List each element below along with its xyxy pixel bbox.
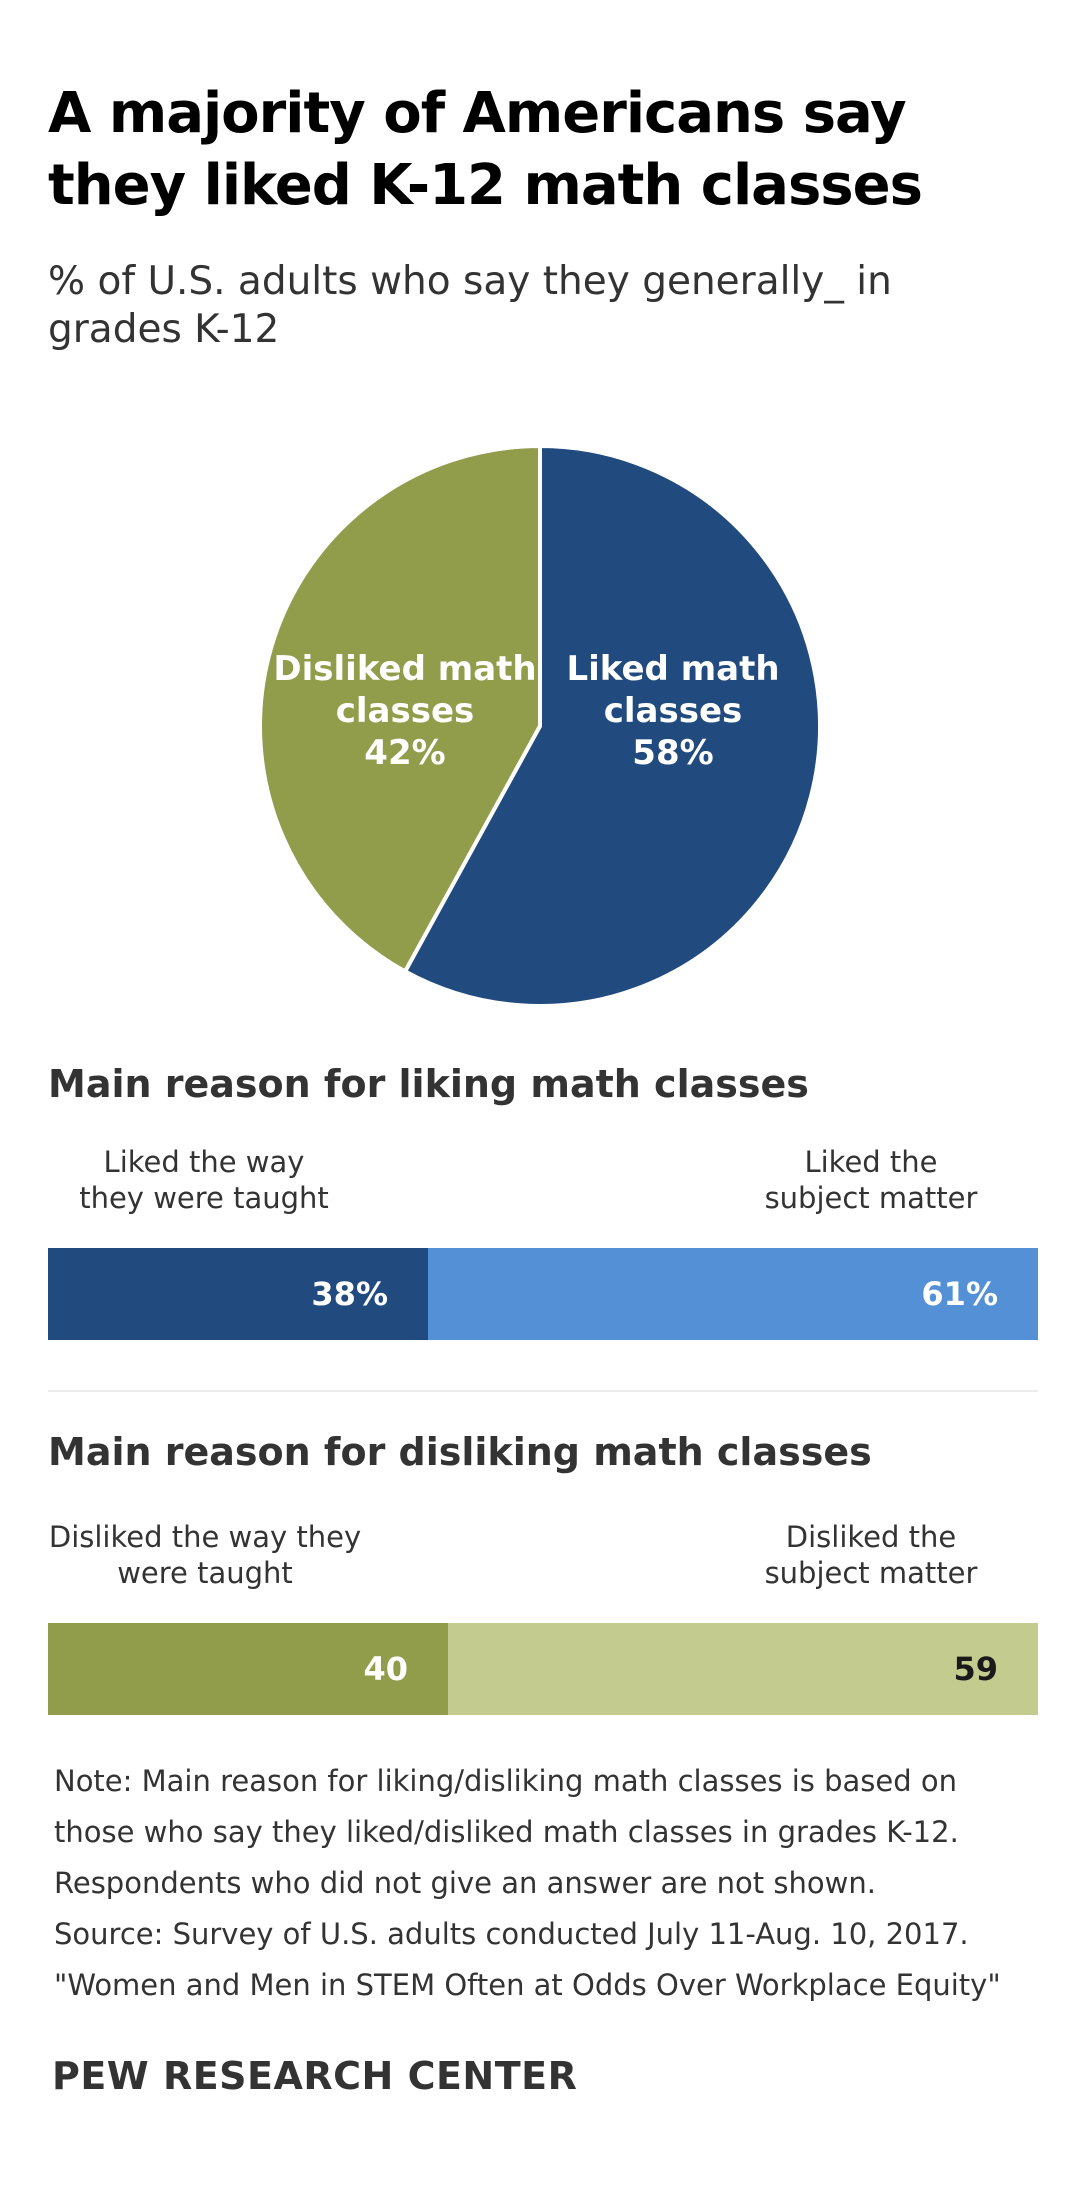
bar-segment: 38%: [48, 1248, 428, 1340]
bar-segment: 40: [48, 1623, 448, 1715]
pie-slice-label-line: 42%: [364, 733, 445, 773]
pie-slice: [258, 444, 542, 974]
report-title-line: "Women and Men in STEM Often at Odds Ove…: [54, 1968, 1001, 2002]
disliking-bar-label-taught-line-1: Disliked the way they: [48, 1520, 362, 1554]
pie-chart: Liked math classes 58%Disliked math classes…: [258, 444, 822, 1008]
pie-slice-label: Liked math classes 58%: [566, 649, 779, 773]
source-line: Source: Survey of U.S. adults conducted …: [54, 1917, 969, 1951]
liking-section-title: Main reason for liking math classes: [48, 1062, 809, 1106]
pie-slice-label-line: Liked math: [566, 649, 779, 689]
pew-research-logo: PEW RESEARCH CENTER: [52, 2054, 578, 2098]
pie-slice: [403, 444, 822, 1008]
chart-note: Note: Main reason for liking/disliking m…: [54, 1756, 1044, 2011]
pie-slice-label-line: classes: [604, 691, 743, 731]
disliking-bar-label-taught-line-2: were taught: [117, 1556, 293, 1590]
chart-subtitle: % of U.S. adults who say they generally_…: [48, 259, 892, 352]
liking-bar-label-taught-line-2: they were taught: [79, 1181, 329, 1215]
note-line: Respondents who did not give an answer a…: [54, 1866, 876, 1900]
bar-value-label: 61%: [921, 1275, 998, 1313]
disliking-stacked-bar: 40 59: [48, 1623, 1038, 1715]
section-divider: [48, 1390, 1038, 1392]
pie-slice-label-line: 58%: [632, 733, 713, 773]
liking-bar-label-taught: Liked the way they were taught: [46, 1144, 362, 1216]
disliking-bar-label-subject: Disliked the subject matter: [746, 1519, 996, 1591]
liking-bar-label-taught-line-1: Liked the way: [103, 1145, 305, 1179]
pie-slice-label-line: Disliked math: [273, 649, 536, 689]
disliking-bar-label-subject-line-1: Disliked the: [785, 1520, 957, 1554]
note-line: Note: Main reason for liking/disliking m…: [54, 1764, 958, 1798]
liking-bar-label-subject-line-2: subject matter: [764, 1181, 978, 1215]
bar-segment: 59: [448, 1623, 1038, 1715]
liking-stacked-bar: 38% 61%: [48, 1248, 1038, 1340]
liking-bar-label-subject: Liked the subject matter: [746, 1144, 996, 1216]
bar-value-label: 59: [953, 1650, 998, 1688]
disliking-section-title: Main reason for disliking math classes: [48, 1430, 872, 1474]
bar-segment: 61%: [428, 1248, 1038, 1340]
bar-value-label: 38%: [311, 1275, 388, 1313]
disliking-bar-label-subject-line-2: subject matter: [764, 1556, 978, 1590]
bar-value-label: 40: [363, 1650, 408, 1688]
pie-slice-label: Disliked math classes 42%: [273, 649, 536, 773]
liking-bar-label-subject-line-1: Liked the: [804, 1145, 938, 1179]
pie-slice-label-line: classes: [336, 691, 475, 731]
note-line: those who say they liked/disliked math c…: [54, 1815, 959, 1849]
disliking-bar-label-taught: Disliked the way they were taught: [40, 1519, 370, 1591]
chart-title: A majority of Americans say they liked K…: [48, 81, 923, 218]
